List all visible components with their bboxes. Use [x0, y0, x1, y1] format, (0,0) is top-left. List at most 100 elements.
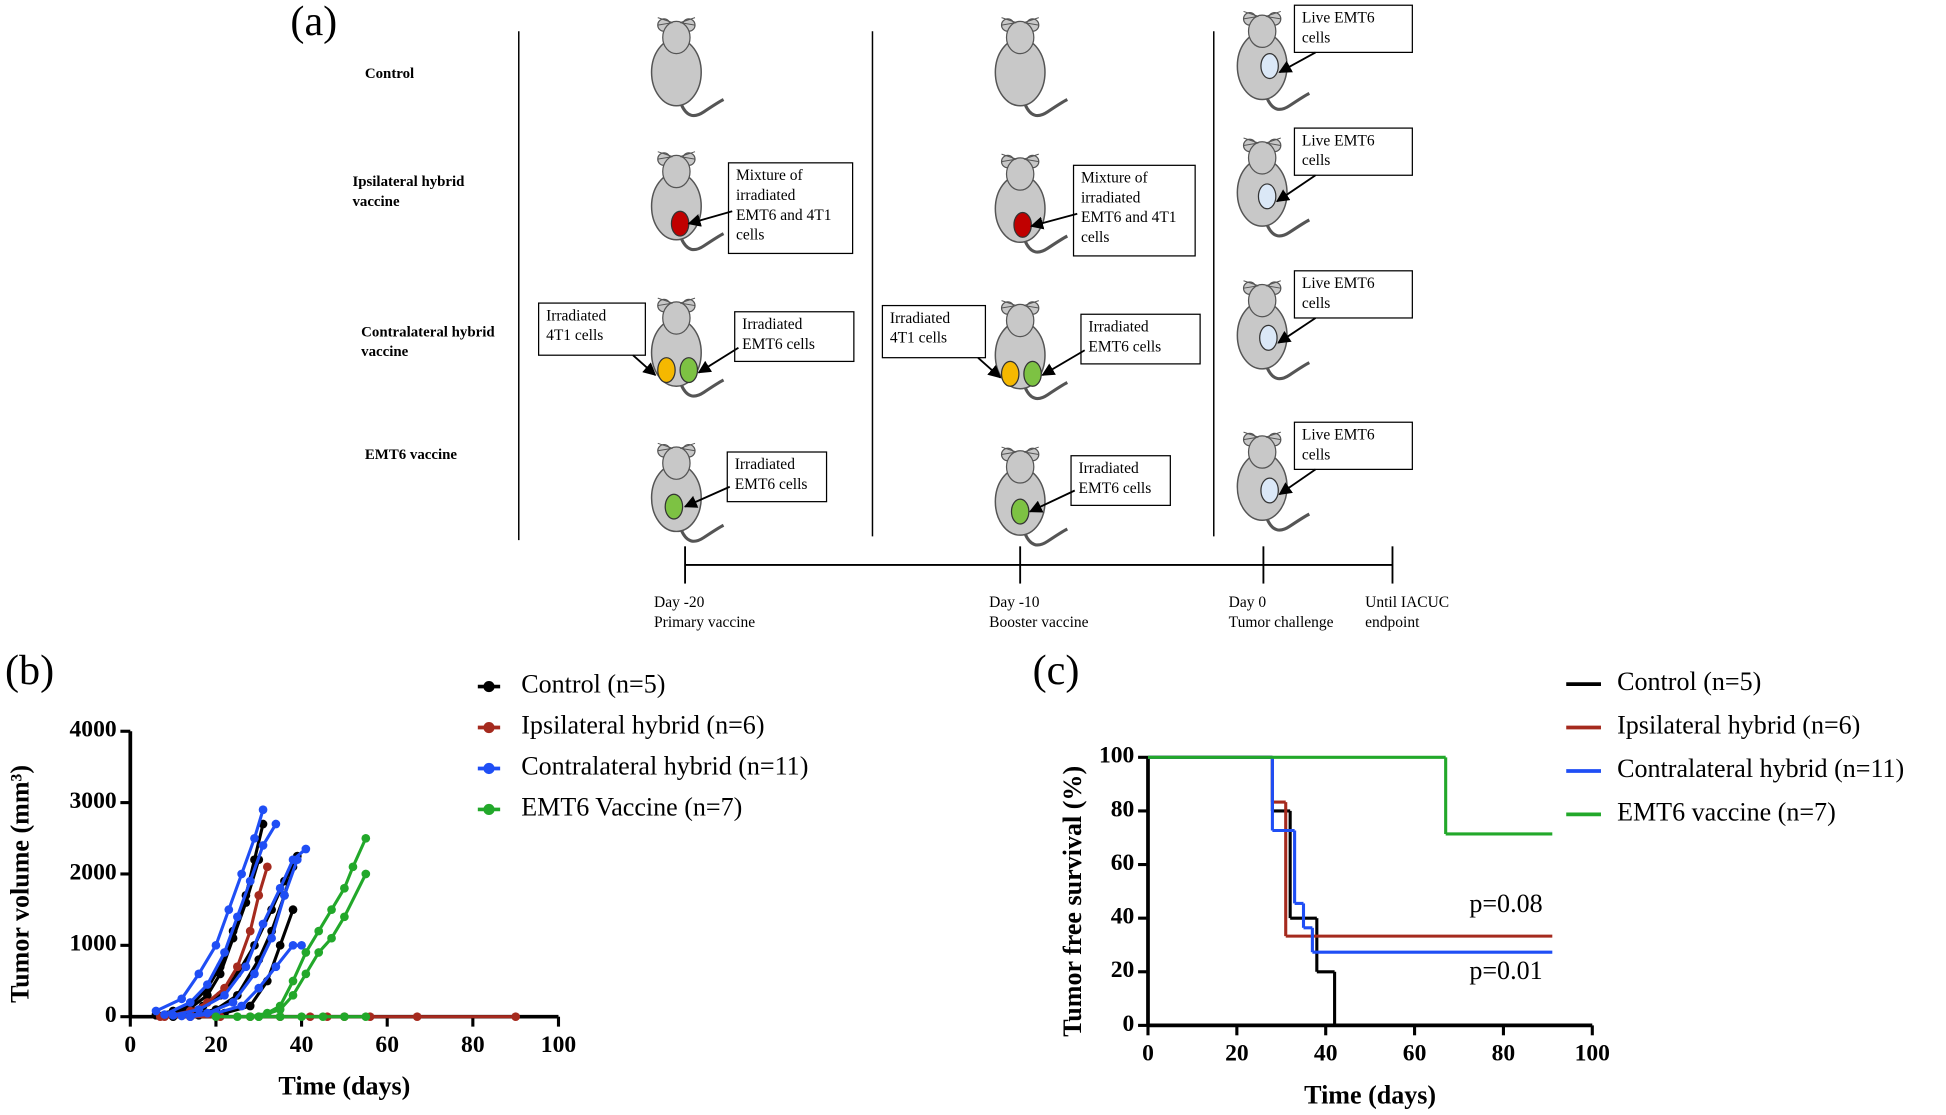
callout-arrow [1030, 212, 1078, 230]
mouse-tail [1265, 218, 1311, 238]
data-point [297, 1012, 306, 1022]
legend-label: Ipsilateral hybrid (n=6) [521, 711, 764, 740]
whiskers [657, 17, 696, 26]
data-point [233, 912, 242, 922]
callout-box [734, 311, 855, 363]
data-point [340, 883, 349, 893]
callout-arrow [697, 346, 739, 374]
mouse-tail [679, 523, 725, 543]
whiskers [1001, 300, 1039, 309]
callout-text: Irradiated [1088, 318, 1148, 335]
data-point [194, 969, 204, 979]
mouse-head [662, 20, 691, 55]
mouse-curve [155, 809, 265, 1013]
data-point [301, 844, 311, 854]
callout-text: irradiated [1081, 189, 1141, 206]
callout-text: cells [1302, 29, 1330, 46]
data-point [224, 905, 234, 914]
data-point [511, 1012, 521, 1022]
x-tick-label: 100 [541, 1032, 576, 1058]
mouse-head [1005, 303, 1035, 338]
data-point [412, 1012, 422, 1022]
injection-site [1023, 360, 1042, 387]
data-point [168, 1010, 178, 1020]
data-point [233, 962, 242, 972]
callout-text: EMT6 and 4T1 [736, 207, 832, 224]
legend-marker [483, 721, 495, 734]
y-tick-label: 1000 [70, 931, 117, 957]
callout-text: cells [1081, 229, 1109, 246]
injection-site [1000, 360, 1020, 387]
data-point [237, 1001, 246, 1011]
callout-arrow [1275, 174, 1317, 203]
y-tick-label: 60 [1111, 850, 1135, 876]
timeline-label: Day 0 [1229, 594, 1267, 611]
data-point [215, 969, 225, 979]
data-point [245, 876, 255, 886]
callout-arrow [1277, 317, 1317, 344]
mouse [650, 17, 725, 118]
callout-text: Mixture of [736, 167, 804, 184]
injection-site [1260, 53, 1279, 80]
panel-label: (b) [5, 647, 54, 694]
data-point [271, 962, 281, 972]
mouse-tail [1265, 91, 1311, 111]
data-point [288, 940, 298, 950]
data-point [203, 980, 212, 989]
callout-text: EMT6 cells [1088, 338, 1161, 355]
y-tick-label: 40 [1111, 904, 1135, 930]
data-point [327, 905, 336, 914]
mouse-tail [1023, 234, 1069, 254]
whiskers [1243, 431, 1281, 441]
injection-site [1013, 211, 1032, 238]
callout-box [1080, 313, 1201, 365]
callout-text: EMT6 and 4T1 [1081, 209, 1177, 226]
y-tick-label: 4000 [70, 717, 117, 743]
data-point [318, 1012, 328, 1022]
mouse-head [1005, 450, 1035, 484]
x-axis-title: Time (days) [278, 1072, 410, 1101]
callout-text: EMT6 cells [1078, 480, 1151, 497]
data-point [262, 862, 272, 872]
x-tick-label: 0 [124, 1032, 136, 1058]
data-point [258, 919, 268, 929]
x-tick-label: 0 [1142, 1041, 1154, 1067]
row-label: vaccine [361, 344, 408, 360]
y-axis-title: Tumor free survival (%) [1058, 766, 1087, 1037]
timeline-label: Until IACUC [1365, 594, 1449, 611]
data-point [314, 926, 324, 936]
whiskers [1001, 446, 1039, 455]
callout-box [1070, 455, 1171, 506]
callout-text: Live EMT6 [1302, 275, 1375, 292]
data-point [288, 905, 298, 914]
x-tick-label: 60 [375, 1032, 399, 1058]
callout-arrow [1278, 468, 1317, 495]
data-point [258, 841, 268, 850]
injection-site [1260, 477, 1279, 504]
mouse-tail [679, 378, 725, 398]
x-tick-label: 40 [1314, 1041, 1338, 1067]
mouse-head [1247, 14, 1277, 49]
panel-label: (c) [1033, 647, 1080, 694]
callout-text: cells [1302, 446, 1330, 463]
callout-box [881, 304, 987, 359]
callout-text: Irradiated [1078, 460, 1138, 477]
y-axis-title: Tumor volume (mm³) [5, 765, 34, 1003]
data-point [185, 998, 195, 1007]
mouse-tail [1023, 527, 1069, 547]
callout-text: EMT6 cells [735, 476, 808, 493]
x-tick-label: 100 [1575, 1041, 1610, 1067]
injection-site [664, 493, 684, 520]
annotation: p=0.08 [1469, 889, 1542, 918]
mouse-tail [1023, 381, 1069, 401]
callout-arrow [1028, 489, 1076, 513]
callout-text: Live EMT6 [1302, 132, 1375, 149]
callout-box [1072, 164, 1196, 257]
mouse-head [662, 301, 691, 335]
legend-label: Control (n=5) [1617, 667, 1761, 696]
legend-label: Ipsilateral hybrid (n=6) [1617, 711, 1860, 740]
data-point [280, 891, 289, 900]
mouse [994, 17, 1069, 118]
mouse-head [1005, 157, 1035, 191]
callout-box [1293, 127, 1413, 176]
